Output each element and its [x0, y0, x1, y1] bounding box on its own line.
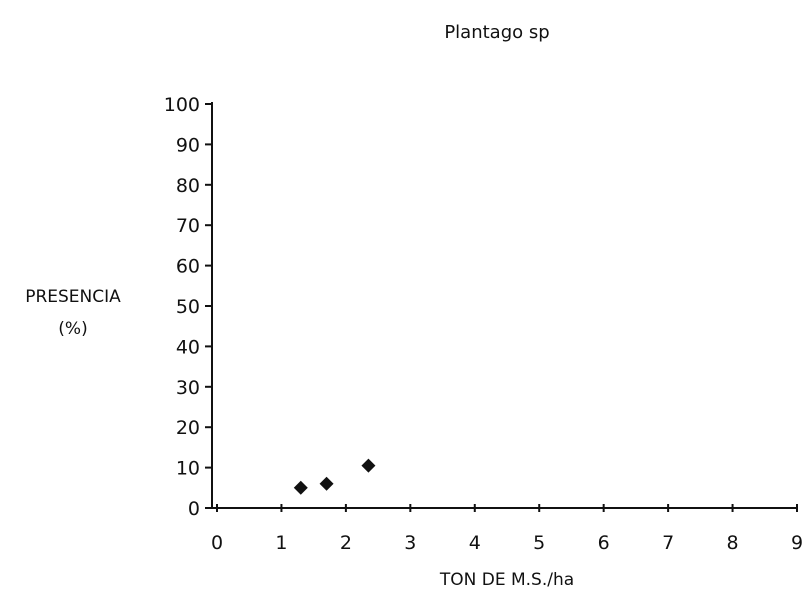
x-axis-ticks: 0 1 2 3 4 5 6 7 8 9 [211, 504, 803, 554]
y-tick-label: 100 [164, 94, 200, 116]
x-tick-label: 0 [211, 532, 223, 554]
data-points [293, 458, 376, 495]
x-tick-label: 3 [404, 532, 416, 554]
y-axis-title-line-2: (%) [58, 319, 87, 339]
x-tick-label: 6 [598, 532, 610, 554]
y-tick-label: 70 [176, 215, 200, 237]
x-tick-label: 1 [275, 532, 287, 554]
y-tick-label: 80 [176, 175, 200, 197]
y-axis-ticks: 0 10 20 30 40 50 60 70 80 90 100 [164, 94, 212, 520]
y-tick-label: 50 [176, 296, 200, 318]
x-tick-label: 7 [662, 532, 674, 554]
y-tick-label: 20 [176, 417, 200, 439]
y-tick-label: 60 [176, 256, 200, 278]
x-tick-label: 8 [727, 532, 739, 554]
x-axis-title: TON DE M.S./ha [439, 570, 574, 590]
y-axis-title-line-1: PRESENCIA [25, 287, 121, 307]
data-point [319, 476, 334, 491]
x-tick-label: 9 [791, 532, 803, 554]
x-tick-label: 5 [533, 532, 545, 554]
y-tick-label: 90 [176, 134, 200, 156]
x-tick-label: 2 [340, 532, 352, 554]
x-tick-label: 4 [469, 532, 481, 554]
y-tick-label: 10 [176, 458, 200, 480]
data-point [293, 480, 308, 495]
data-point [361, 458, 376, 473]
chart-title: Plantago sp [444, 22, 549, 43]
y-tick-label: 40 [176, 336, 200, 358]
y-tick-label: 30 [176, 377, 200, 399]
y-tick-label: 0 [188, 498, 200, 520]
